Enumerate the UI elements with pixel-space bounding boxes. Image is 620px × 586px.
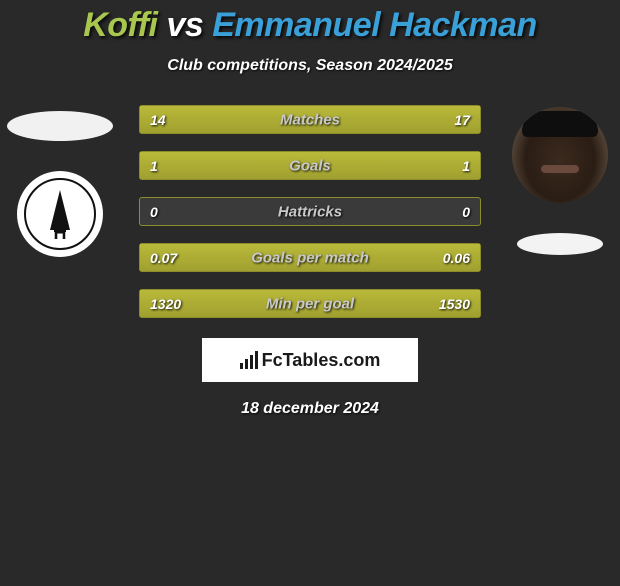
stat-value-left: 0	[150, 204, 158, 220]
stat-label: Min per goal	[266, 295, 354, 312]
bar-chart-icon	[240, 351, 258, 369]
stat-bar: 14 17 Matches	[139, 105, 481, 134]
stat-value-right: 0.06	[443, 250, 470, 266]
club-letter: H	[54, 223, 67, 244]
subtitle: Club competitions, Season 2024/2025	[0, 57, 620, 75]
stat-value-left: 14	[150, 112, 166, 128]
stat-label: Goals	[289, 157, 331, 174]
stat-bar: 0 0 Hattricks	[139, 197, 481, 226]
face-icon	[512, 107, 608, 203]
content-area: H 14 17 Matches 1 1 Goals 0 0 Hattricks 0.07 0.06 G…	[0, 105, 620, 418]
player2-name: Emmanuel Hackman	[212, 6, 537, 44]
player1-avatar-placeholder	[7, 111, 113, 141]
vs-separator: vs	[158, 6, 213, 44]
comparison-title: Koffi vs Emmanuel Hackman	[0, 6, 620, 45]
stat-value-right: 17	[454, 112, 470, 128]
stat-value-right: 1530	[439, 296, 470, 312]
stat-value-left: 1	[150, 158, 158, 174]
fctables-logo: FcTables.com	[202, 338, 418, 382]
stat-value-right: 1	[462, 158, 470, 174]
bar-fill-left	[140, 152, 310, 179]
stat-value-left: 1320	[150, 296, 181, 312]
stat-bar: 1 1 Goals	[139, 151, 481, 180]
right-player-column	[500, 105, 620, 255]
bar-fill-right	[310, 152, 480, 179]
player1-club-badge: H	[17, 171, 103, 257]
player1-name: Koffi	[83, 6, 157, 44]
player2-club-placeholder	[517, 233, 603, 255]
player2-photo	[512, 107, 608, 203]
stat-value-left: 0.07	[150, 250, 177, 266]
logo-text: FcTables.com	[262, 350, 381, 371]
stat-bar: 0.07 0.06 Goals per match	[139, 243, 481, 272]
stat-label: Hattricks	[278, 203, 342, 220]
club-badge-inner: H	[24, 178, 96, 250]
left-player-column: H	[0, 105, 120, 257]
stat-value-right: 0	[462, 204, 470, 220]
stat-bar: 1320 1530 Min per goal	[139, 289, 481, 318]
date-label: 18 december 2024	[0, 400, 620, 418]
stats-bars: 14 17 Matches 1 1 Goals 0 0 Hattricks 0.07 0.06 Goa…	[139, 105, 481, 318]
stat-label: Matches	[280, 111, 340, 128]
stat-label: Goals per match	[251, 249, 369, 266]
